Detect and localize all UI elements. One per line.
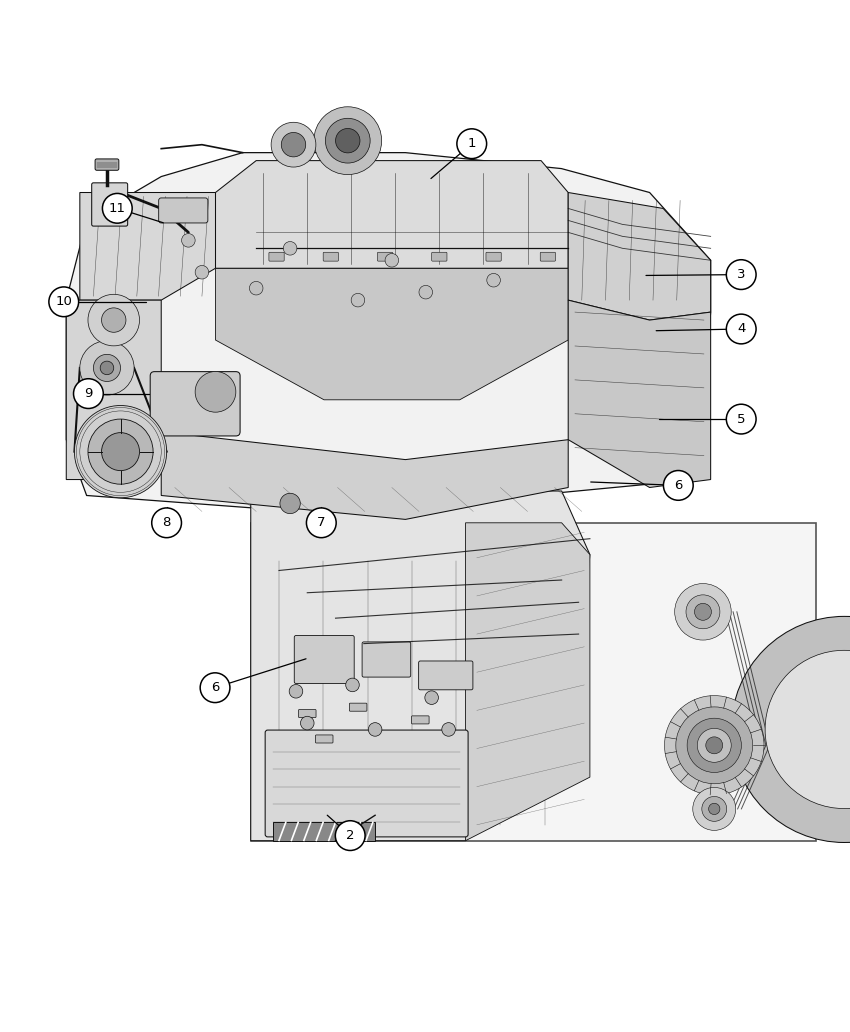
Circle shape — [487, 273, 501, 287]
Circle shape — [726, 260, 756, 289]
Circle shape — [693, 787, 736, 831]
Polygon shape — [66, 300, 162, 480]
FancyBboxPatch shape — [349, 703, 367, 711]
Circle shape — [182, 233, 196, 247]
Circle shape — [346, 678, 360, 691]
Text: 1: 1 — [468, 137, 476, 151]
Text: 2: 2 — [346, 829, 354, 842]
FancyBboxPatch shape — [150, 372, 240, 436]
Polygon shape — [66, 153, 711, 519]
Polygon shape — [274, 821, 375, 841]
Text: 4: 4 — [737, 322, 745, 335]
Circle shape — [675, 583, 731, 640]
Circle shape — [726, 405, 756, 434]
Polygon shape — [251, 491, 590, 841]
Circle shape — [75, 406, 167, 497]
Circle shape — [314, 106, 382, 174]
FancyBboxPatch shape — [251, 523, 816, 841]
Circle shape — [385, 254, 399, 267]
Circle shape — [335, 820, 365, 850]
Circle shape — [326, 119, 370, 163]
Circle shape — [336, 128, 360, 153]
Circle shape — [442, 722, 456, 736]
FancyBboxPatch shape — [92, 183, 128, 226]
Circle shape — [280, 493, 300, 514]
Circle shape — [196, 372, 235, 412]
Circle shape — [73, 379, 104, 409]
Circle shape — [101, 432, 139, 471]
Circle shape — [676, 707, 753, 783]
Circle shape — [88, 294, 139, 346]
Polygon shape — [80, 193, 216, 300]
Circle shape — [706, 737, 722, 753]
Circle shape — [702, 797, 727, 821]
Polygon shape — [466, 523, 590, 841]
Circle shape — [249, 282, 263, 295]
FancyBboxPatch shape — [315, 735, 333, 743]
FancyBboxPatch shape — [265, 730, 468, 837]
Circle shape — [49, 287, 79, 317]
Polygon shape — [53, 121, 731, 519]
Polygon shape — [568, 193, 711, 320]
Polygon shape — [568, 300, 711, 487]
FancyBboxPatch shape — [418, 660, 473, 689]
Circle shape — [80, 341, 134, 395]
FancyBboxPatch shape — [323, 252, 338, 261]
Polygon shape — [162, 431, 568, 519]
Circle shape — [419, 286, 433, 299]
FancyBboxPatch shape — [432, 252, 447, 261]
Circle shape — [88, 419, 153, 484]
Circle shape — [686, 594, 720, 628]
Text: 6: 6 — [211, 681, 219, 695]
Circle shape — [709, 803, 720, 814]
Text: 10: 10 — [55, 295, 72, 309]
Circle shape — [94, 354, 121, 382]
Circle shape — [425, 690, 439, 705]
FancyBboxPatch shape — [298, 710, 316, 717]
Circle shape — [289, 684, 303, 698]
Circle shape — [731, 616, 850, 842]
Text: 6: 6 — [674, 479, 683, 492]
Text: 9: 9 — [84, 387, 93, 400]
Circle shape — [351, 293, 365, 307]
Circle shape — [201, 673, 230, 703]
FancyBboxPatch shape — [377, 252, 393, 261]
Circle shape — [368, 722, 382, 736]
FancyBboxPatch shape — [362, 642, 411, 677]
Circle shape — [694, 604, 711, 620]
Circle shape — [663, 471, 694, 501]
Circle shape — [100, 361, 114, 375]
Circle shape — [306, 508, 336, 538]
FancyBboxPatch shape — [541, 252, 556, 261]
Circle shape — [697, 729, 731, 763]
Text: 7: 7 — [317, 516, 326, 529]
Circle shape — [457, 129, 486, 159]
Circle shape — [726, 314, 756, 344]
Circle shape — [687, 718, 741, 773]
Circle shape — [283, 241, 297, 255]
Text: 5: 5 — [737, 413, 745, 425]
FancyBboxPatch shape — [486, 252, 501, 261]
Polygon shape — [216, 268, 568, 399]
Circle shape — [765, 650, 850, 808]
Text: 8: 8 — [162, 516, 171, 529]
Circle shape — [665, 696, 764, 795]
Circle shape — [281, 132, 306, 157]
FancyBboxPatch shape — [159, 198, 208, 223]
Circle shape — [102, 193, 133, 223]
Circle shape — [271, 122, 316, 167]
FancyBboxPatch shape — [294, 636, 354, 683]
FancyBboxPatch shape — [411, 716, 429, 723]
FancyBboxPatch shape — [269, 252, 284, 261]
Circle shape — [101, 308, 126, 332]
Circle shape — [301, 716, 314, 730]
FancyBboxPatch shape — [95, 159, 119, 170]
Text: 3: 3 — [737, 268, 745, 281]
Circle shape — [196, 265, 209, 279]
Polygon shape — [216, 161, 568, 268]
Circle shape — [151, 508, 182, 538]
Text: 11: 11 — [109, 202, 126, 215]
